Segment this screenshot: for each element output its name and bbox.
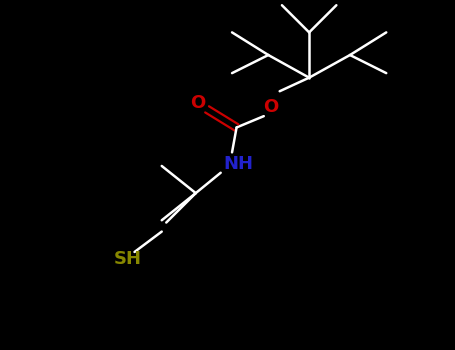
Text: O: O	[190, 93, 206, 112]
Text: SH: SH	[114, 250, 142, 268]
Text: NH: NH	[224, 155, 254, 173]
Text: O: O	[263, 98, 278, 116]
